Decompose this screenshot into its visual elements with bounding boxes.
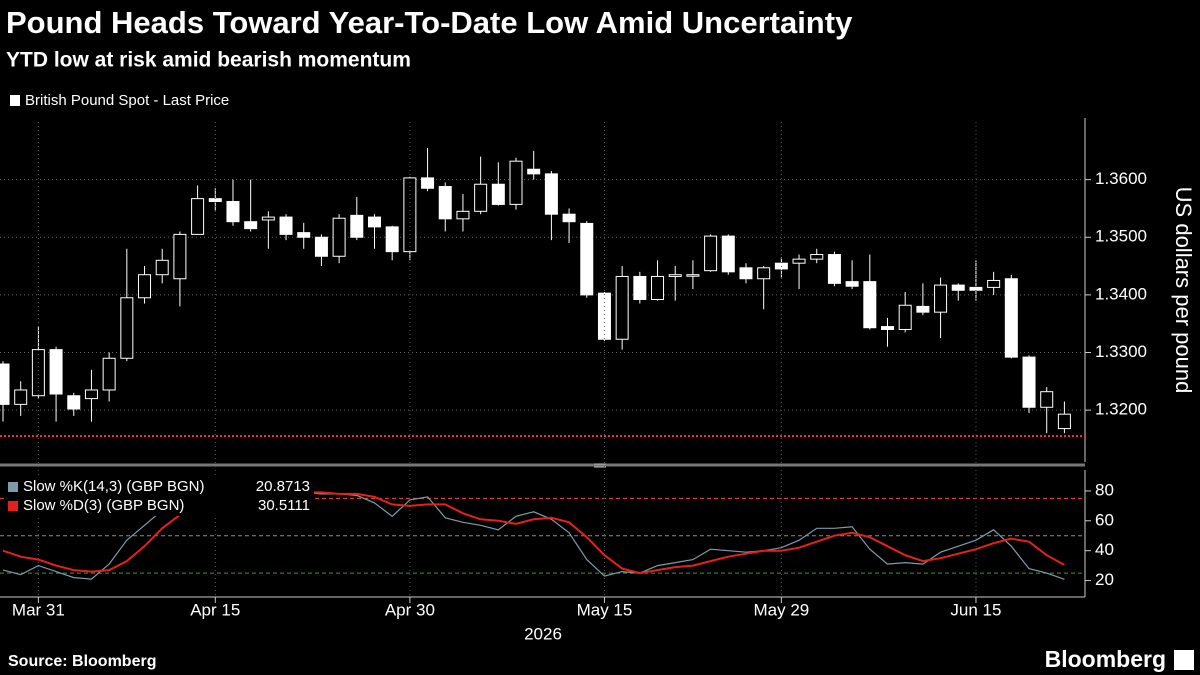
- candle-body: [1004, 278, 1018, 358]
- candle-body: [49, 349, 63, 395]
- marks: 1.3200 1.3300 1.3400 1.3500 1.3600 20 40 60 80 Ma…: [0, 122, 1147, 619]
- candle-body: [1040, 391, 1054, 408]
- source: Source: Bloomberg: [8, 653, 156, 670]
- candle-body: [102, 357, 116, 391]
- y-tick-label: 1.3200: [1095, 400, 1147, 419]
- candle-body: [845, 281, 859, 287]
- legend-value: 20.8713: [256, 478, 310, 495]
- candle-body: [544, 173, 558, 215]
- candle-body: [881, 326, 894, 330]
- candle-body: [916, 305, 930, 313]
- candle-body: [191, 198, 205, 235]
- legend-label: Slow %D(3) (GBP BGN): [23, 497, 184, 514]
- candle-body: [297, 232, 311, 238]
- candle-body: [739, 267, 753, 280]
- y-tick-label: 60: [1095, 510, 1114, 529]
- candle-body: [31, 349, 45, 397]
- candle-body: [597, 292, 611, 340]
- candle-body: [704, 235, 718, 272]
- y-axis-label: US dollars per pound: [1171, 187, 1196, 394]
- candle-body: [155, 259, 169, 276]
- legend-value: 30.5111: [258, 497, 310, 514]
- chart-subtitle: YTD low at risk amid bearish momentum: [6, 49, 411, 72]
- x-tick-label: May 29: [753, 600, 809, 619]
- candle-body: [562, 213, 576, 223]
- candle-body: [633, 275, 647, 300]
- candle-body: [491, 183, 505, 205]
- candle-body: [261, 216, 275, 221]
- x-tick-label: Jun 15: [950, 600, 1001, 619]
- candle-body: [226, 201, 240, 223]
- y-tick-label: 1.3600: [1095, 169, 1147, 188]
- candle-body: [898, 304, 912, 330]
- candle-body: [668, 274, 682, 277]
- y-tick-label: 1.3300: [1095, 342, 1147, 361]
- candle-body: [721, 235, 735, 273]
- candle-body: [138, 274, 152, 299]
- candle-body: [527, 168, 541, 175]
- legend-box: [4, 497, 314, 516]
- candle-body: [827, 254, 841, 284]
- legend-label: British Pound Spot - Last Price: [25, 92, 229, 109]
- candle-body: [367, 216, 381, 228]
- y-tick-label: 1.3400: [1095, 284, 1147, 303]
- candle-body: [934, 284, 948, 313]
- candle-body: [0, 363, 10, 405]
- y-tick-label: 20: [1095, 570, 1114, 589]
- candle-body: [438, 186, 452, 220]
- y-tick-label: 1.3500: [1095, 227, 1147, 246]
- candle-body: [987, 279, 1001, 288]
- legend-box: [4, 478, 314, 497]
- candle-body: [67, 395, 81, 410]
- x-tick-label: Apr 15: [190, 600, 240, 619]
- x-axis-label: 2026: [524, 624, 562, 643]
- candle-body: [1022, 356, 1036, 408]
- candle-body: [757, 267, 771, 280]
- candle-body: [951, 284, 965, 291]
- candle-body: [120, 297, 134, 359]
- candle-body: [244, 221, 258, 230]
- candle-body: [792, 258, 806, 264]
- oscillator-legend: Slow %K(14,3) (GBP BGN) 20.8713 Slow %D(3)…: [4, 478, 314, 516]
- candle-body: [332, 217, 346, 257]
- x-tick-label: May 15: [577, 600, 633, 619]
- candle-body: [14, 389, 28, 405]
- candle-body: [456, 210, 470, 220]
- candle-body: [509, 160, 523, 205]
- candle-body: [474, 183, 488, 212]
- candle-body: [651, 275, 665, 300]
- candle-body: [84, 389, 98, 400]
- x-tick-label: Mar 31: [12, 600, 65, 619]
- legend-swatch: [8, 482, 18, 492]
- candle-body: [173, 233, 187, 280]
- candle-body: [314, 236, 328, 257]
- candle-body: [580, 222, 594, 296]
- candle-body: [421, 177, 435, 189]
- candle-body: [385, 226, 399, 253]
- candle-body: [279, 216, 293, 235]
- candle-body: [969, 286, 983, 291]
- brand: Bloomberg: [1045, 646, 1166, 672]
- legend-label: Slow %K(14,3) (GBP BGN): [23, 478, 204, 495]
- candle-body: [615, 275, 629, 340]
- candle-body: [686, 274, 700, 277]
- legend-swatch: [10, 95, 20, 106]
- chart-title: Pound Heads Toward Year-To-Date Low Amid…: [6, 5, 853, 40]
- brand-icon: [1174, 650, 1194, 670]
- candle-body: [863, 281, 877, 329]
- candle-body: [208, 198, 222, 203]
- y-tick-label: 80: [1095, 480, 1114, 499]
- legend-swatch: [8, 501, 18, 511]
- candle-body: [810, 254, 824, 260]
- candle-body: [1057, 413, 1071, 430]
- y-tick-label: 40: [1095, 540, 1114, 559]
- x-tick-label: Apr 30: [385, 600, 435, 619]
- candle-body: [350, 214, 364, 238]
